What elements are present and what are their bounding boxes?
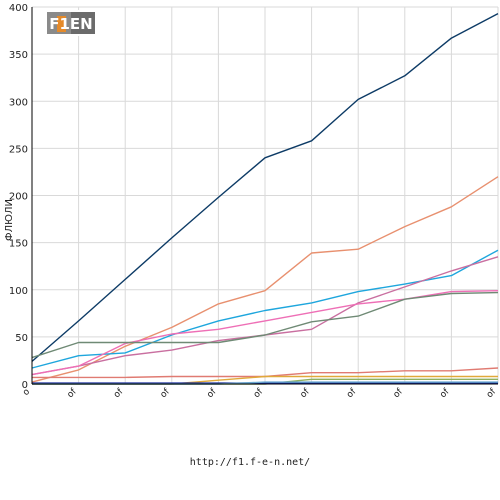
x-tick-label: of bbox=[66, 386, 80, 400]
y-tick-labels: 0 50 100 150 200 250 300 350 400 bbox=[9, 3, 28, 391]
x-tick-label: of bbox=[345, 386, 359, 400]
x-tick-label: of bbox=[438, 386, 452, 400]
y-axis-label: ФЛЮЛИ bbox=[4, 199, 15, 241]
x-tick-label: of bbox=[205, 386, 219, 400]
footer-url[interactable]: http://f1.f-e-n.net/ bbox=[189, 457, 311, 468]
x-tick-label: o bbox=[21, 387, 32, 398]
y-tick-label: 50 bbox=[15, 333, 28, 344]
logo: F1EN bbox=[45, 10, 97, 36]
y-tick-label: 250 bbox=[9, 144, 28, 155]
y-tick-label: 0 bbox=[22, 380, 28, 391]
grid bbox=[31, 6, 499, 385]
axes bbox=[31, 7, 498, 385]
y-tick-label: 200 bbox=[9, 192, 28, 203]
x-tick-label: of bbox=[159, 386, 173, 400]
x-tick-label: of bbox=[252, 386, 266, 400]
svg-text:F1EN: F1EN bbox=[49, 15, 92, 33]
y-tick-label: 400 bbox=[9, 3, 28, 14]
x-tick-label: of bbox=[112, 386, 126, 400]
x-tick-label: of bbox=[392, 386, 406, 400]
series-lines bbox=[31, 12, 499, 385]
series-line-1 bbox=[31, 12, 499, 362]
series-line-6 bbox=[31, 291, 499, 359]
y-tick-label: 150 bbox=[9, 239, 28, 250]
x-tick-label: of bbox=[299, 386, 313, 400]
x-tick-labels: o of of of of of of of of of of bbox=[21, 386, 499, 400]
y-tick-label: 300 bbox=[9, 97, 28, 108]
x-tick-label: of bbox=[485, 386, 499, 400]
y-tick-label: 100 bbox=[9, 286, 28, 297]
y-tick-label: 350 bbox=[9, 50, 28, 61]
